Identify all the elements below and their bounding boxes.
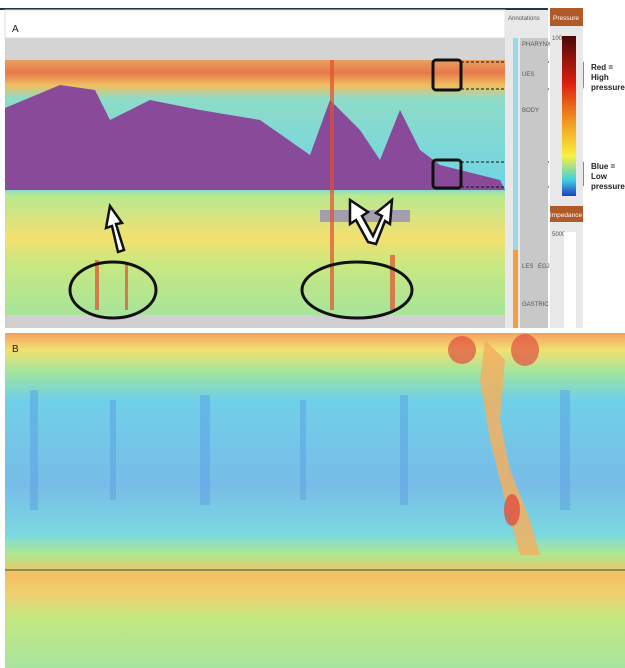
impedance-title: Impedance <box>550 212 583 219</box>
callout-high: Red = High pressure <box>591 63 625 93</box>
annotations-header: Annotations <box>508 16 540 22</box>
region-label: PHARYNX <box>522 42 551 48</box>
callout-low: Blue = Low pressure <box>591 162 625 192</box>
gray-band <box>5 38 505 60</box>
panel-label: B <box>12 344 19 355</box>
gray-band <box>5 315 505 328</box>
region-label: LES <box>522 264 533 270</box>
region-column <box>520 38 548 328</box>
page: A Annotations PHARYNX UES BODY LES EGJ G… <box>0 0 625 668</box>
panel-a-header <box>5 10 505 38</box>
pressure-plot-b <box>5 333 625 668</box>
high-pressure-peak <box>504 494 520 526</box>
region-label: UES <box>522 72 534 78</box>
pressure-title: Pressure <box>553 15 579 22</box>
high-pressure-peak <box>511 334 539 366</box>
impedance-bar <box>564 232 576 328</box>
panel-label: A <box>12 24 19 35</box>
sensor-strip <box>513 250 518 328</box>
impedance-max: 5000 <box>552 232 566 238</box>
region-label: GASTRIC <box>522 302 549 308</box>
region-label: BODY <box>522 108 539 114</box>
figure: A Annotations PHARYNX UES BODY LES EGJ G… <box>0 0 625 668</box>
region-label: EGJ <box>538 264 550 270</box>
pressure-colorbar <box>562 36 576 196</box>
high-pressure-peak <box>448 336 476 364</box>
pressure-max: 100 <box>552 36 563 42</box>
